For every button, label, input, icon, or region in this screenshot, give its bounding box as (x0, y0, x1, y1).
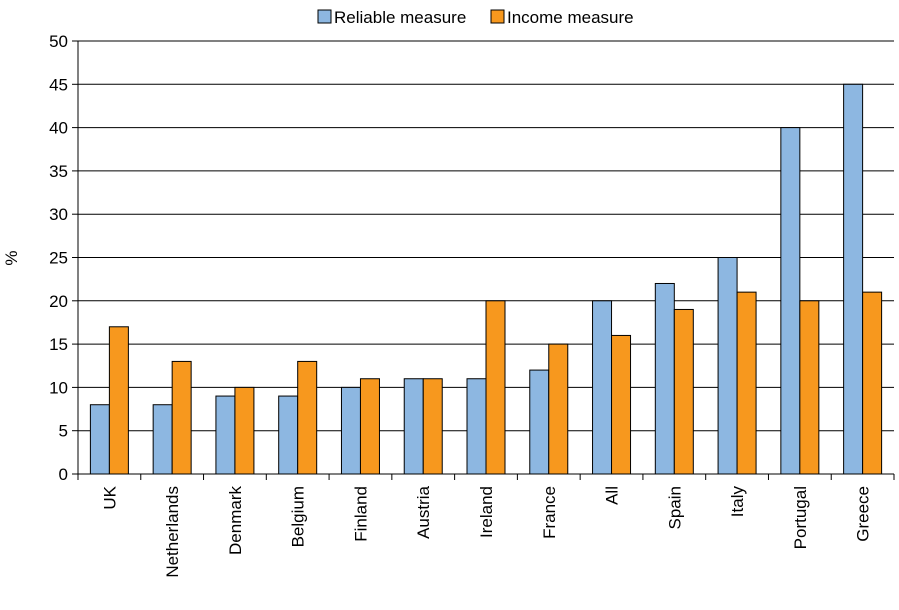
gridlines (78, 40, 894, 432)
bar-all-income (611, 334, 632, 475)
x-tick-label: Italy (728, 486, 747, 518)
legend-swatch (317, 9, 332, 24)
y-tick-label: 45 (49, 75, 68, 94)
bar-ireland-income (485, 300, 506, 475)
legend-label: Income measure (507, 8, 634, 27)
bar-france-income (548, 343, 569, 475)
bar-belgium-income (297, 360, 318, 475)
y-tick-label: 25 (49, 249, 68, 268)
y-tick-label: 35 (49, 162, 68, 181)
axes (77, 41, 894, 475)
x-tick-label: Ireland (477, 486, 496, 538)
y-tick-label: 5 (59, 422, 68, 441)
x-tick-label: Denmark (226, 486, 245, 555)
bar-all-reliable (592, 300, 613, 475)
bar-denmark-reliable (215, 395, 236, 475)
y-tick-label: 50 (49, 32, 68, 51)
bars (89, 83, 883, 475)
x-axis-ticks: UK Netherlands Denmark Belgium Finland Austri… (77, 474, 895, 578)
x-tick-label: Austria (414, 485, 433, 538)
y-axis-ticks: 0 5 10 15 20 25 30 35 40 45 50 (49, 32, 78, 484)
x-tick-label: Finland (351, 486, 370, 542)
bar-ireland-reliable (466, 378, 487, 475)
bar-denmark-income (234, 386, 255, 475)
y-tick-label: 30 (49, 205, 68, 224)
legend-label: Reliable measure (334, 8, 466, 27)
x-tick-label: UK (100, 485, 119, 509)
x-tick-label: All (603, 486, 622, 505)
bar-portugal-income (799, 300, 820, 475)
bar-italy-reliable (717, 257, 738, 475)
y-tick-label: 10 (49, 378, 68, 397)
bar-uk-income (108, 326, 129, 475)
y-tick-label: 15 (49, 335, 68, 354)
bar-italy-income (736, 291, 757, 475)
bar-greece-income (862, 291, 883, 475)
x-tick-label: Belgium (289, 486, 308, 547)
y-axis-label: % (2, 250, 21, 265)
bar-france-reliable (529, 369, 550, 475)
legend-swatch (490, 9, 505, 24)
x-tick-label: Portugal (791, 486, 810, 549)
x-tick-label: Spain (665, 486, 684, 529)
x-tick-label: Greece (854, 486, 873, 542)
bar-netherlands-income (171, 360, 192, 475)
bar-spain-reliable (654, 282, 675, 475)
x-tick-label: Netherlands (163, 486, 182, 578)
x-tick-label: France (540, 486, 559, 539)
bar-greece-reliable (843, 83, 864, 475)
legend: Reliable measure Income measure (317, 8, 634, 27)
y-tick-label: 20 (49, 292, 68, 311)
bar-finland-income (359, 378, 380, 475)
bar-austria-income (422, 378, 443, 475)
bar-portugal-reliable (780, 127, 801, 475)
y-tick-label: 40 (49, 119, 68, 138)
bar-netherlands-reliable (152, 404, 173, 475)
bar-uk-reliable (89, 404, 110, 475)
bar-spain-income (673, 308, 694, 475)
y-tick-label: 0 (59, 465, 68, 484)
bar-finland-reliable (340, 386, 361, 475)
bar-austria-reliable (403, 378, 424, 475)
bar-belgium-reliable (278, 395, 299, 475)
